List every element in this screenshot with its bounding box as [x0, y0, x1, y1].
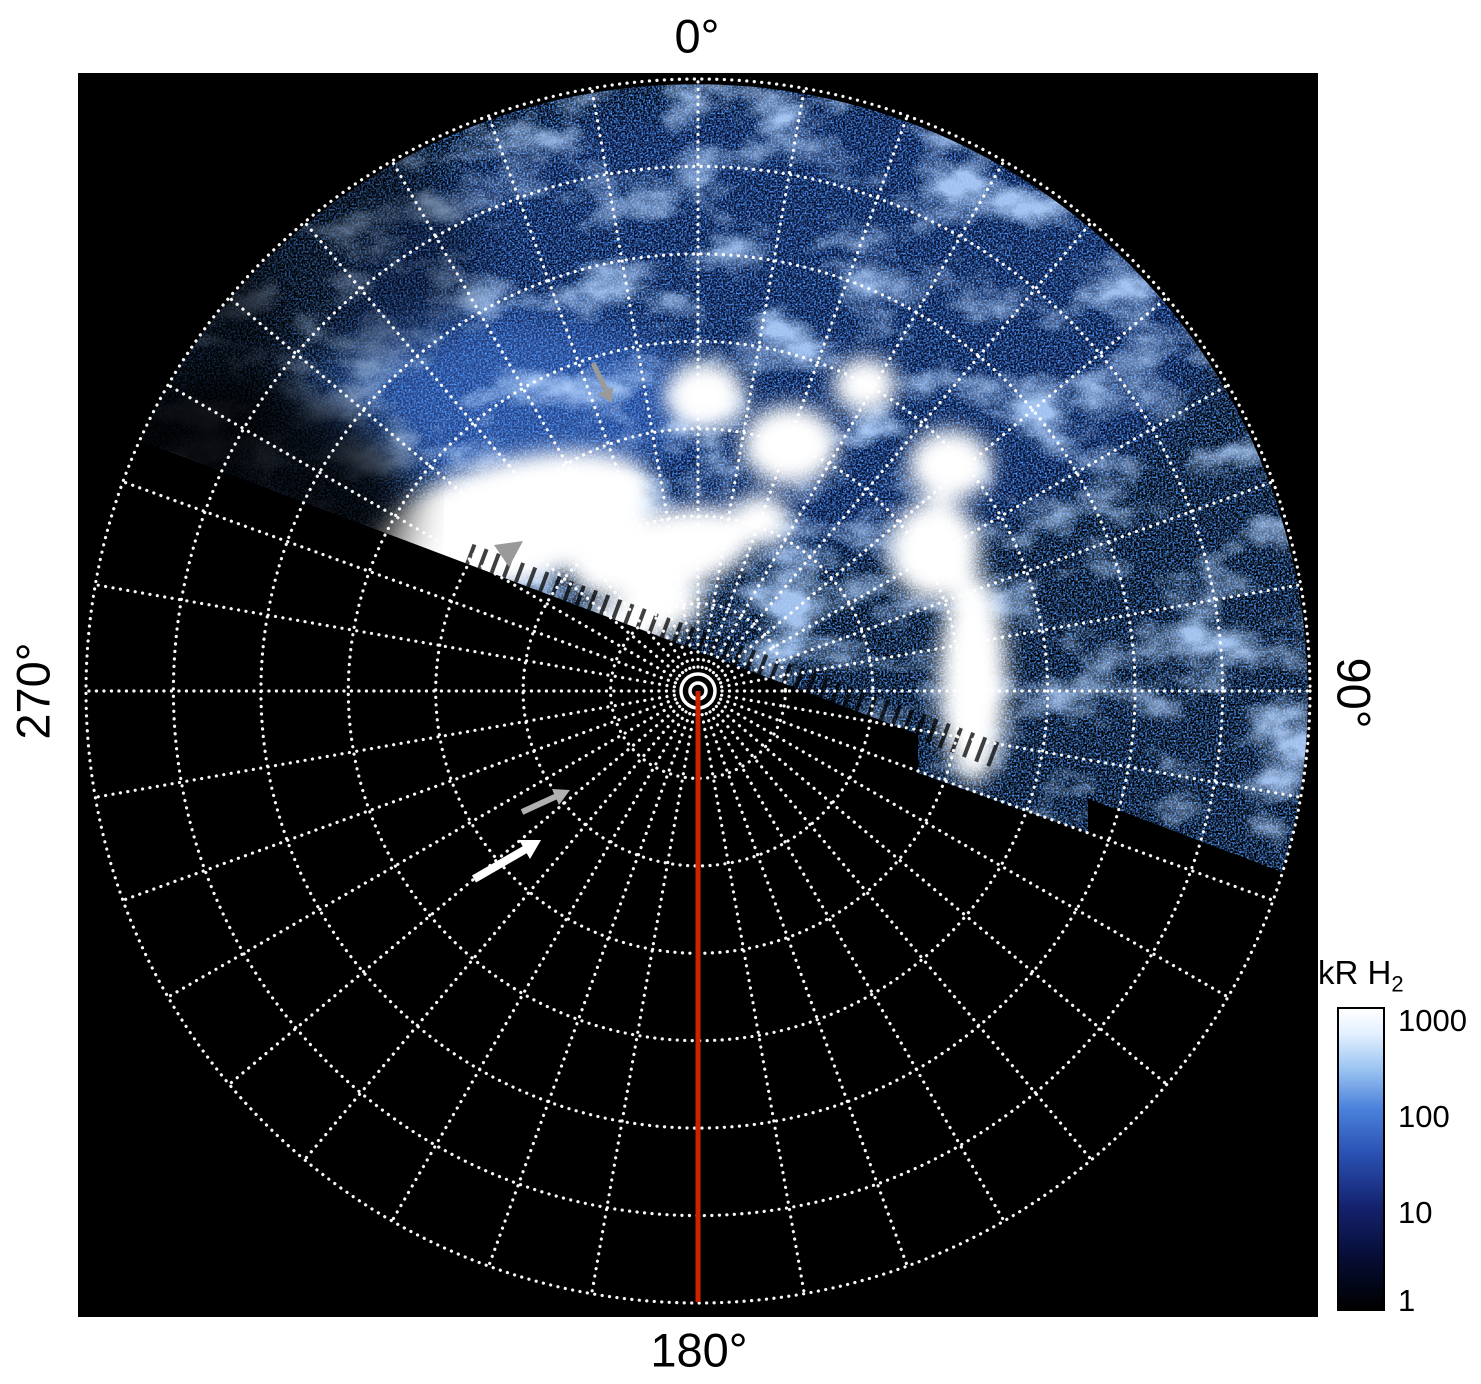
colorbar-title: kR H2	[1318, 954, 1404, 998]
gray-arrow-icon-lower	[520, 789, 570, 815]
colorbar-tick-1: 1	[1398, 1283, 1416, 1318]
white-arrow-icon	[472, 840, 541, 883]
angle-label-180: 180°	[650, 1323, 748, 1377]
colorbar-gradient	[1337, 1007, 1385, 1311]
colorbar-tick-1000: 1000	[1398, 1003, 1467, 1038]
colorbar-tick-10: 10	[1398, 1195, 1433, 1230]
colorbar-tick-100: 100	[1398, 1099, 1450, 1134]
polar-plot-svg	[84, 77, 1312, 1305]
colorbar-title-subscript: 2	[1391, 971, 1404, 997]
polar-plot-area	[78, 73, 1318, 1317]
colorbar-title-main: kR H	[1318, 954, 1392, 991]
gray-arrow-icon-top	[590, 361, 613, 403]
angle-label-0: 0°	[674, 9, 720, 63]
angle-label-270: 270°	[6, 642, 60, 740]
angle-label-90: 90°	[1327, 657, 1381, 729]
gray-arrowhead-icon-mid	[494, 541, 523, 567]
